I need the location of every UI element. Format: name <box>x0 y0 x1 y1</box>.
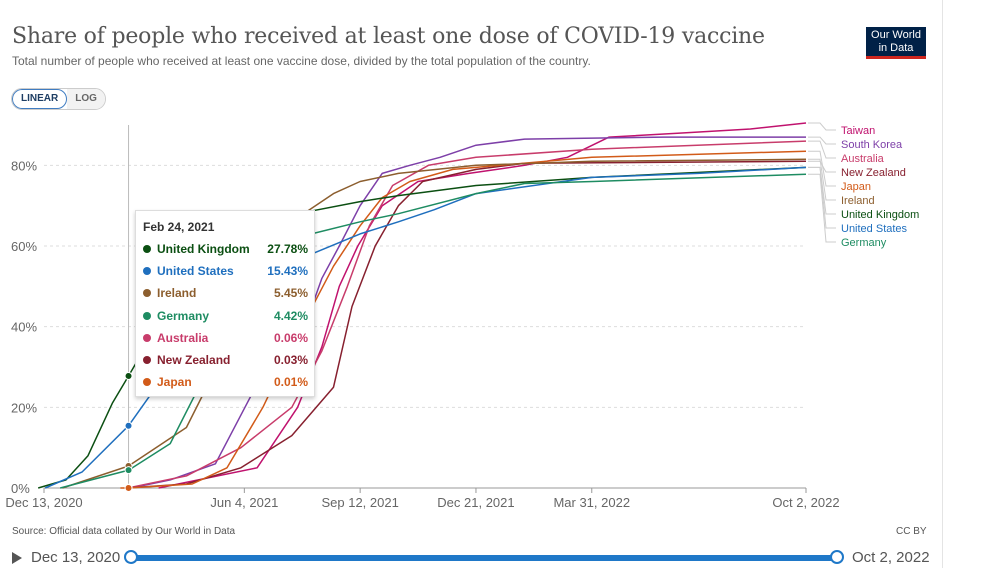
tooltip-row: New Zealand 0.03% <box>143 352 308 368</box>
tooltip-series-value: 0.06% <box>273 330 308 345</box>
chart-frame <box>942 0 943 568</box>
tooltip-row: Germany 4.42% <box>143 308 308 324</box>
tooltip-row: Ireland 5.45% <box>143 285 308 301</box>
x-tick-label: Sep 12, 2021 <box>321 495 398 510</box>
tooltip-dot-icon <box>143 333 151 342</box>
timeline-start-handle[interactable] <box>124 550 138 564</box>
timeline-track[interactable] <box>131 555 837 561</box>
line-chart: 0% 20% 40% 60% 80% Dec 13, 2020 Jun 4, 2021 Sep… <box>5 122 919 510</box>
tooltip-series-value: 5.45% <box>273 286 308 301</box>
y-tick-label: 20% <box>11 400 37 415</box>
tooltip-dot-icon <box>143 356 151 364</box>
tooltip-series-name: Australia <box>157 330 209 345</box>
hover-marker <box>124 466 133 475</box>
owid-logo[interactable]: Our World in Data <box>866 27 926 59</box>
hover-tooltip: Feb 24, 2021 United Kingdom 27.78% United … <box>135 210 315 397</box>
legend-connector <box>808 173 836 243</box>
tooltip-dot-icon <box>143 311 151 320</box>
tooltip-row: United Kingdom 27.78% <box>143 241 308 257</box>
tooltip-series-value: 4.42% <box>273 308 308 323</box>
legend-label: Australia <box>841 153 885 165</box>
x-tick-label: Dec 13, 2020 <box>5 495 82 510</box>
tooltip-dot-icon <box>143 289 151 298</box>
tooltip-series-name: Germany <box>157 308 210 323</box>
tooltip-dot-icon <box>143 267 151 276</box>
y-tick-label: 40% <box>11 320 37 335</box>
tooltip-dot-icon <box>143 245 151 253</box>
tooltip-dot-icon <box>143 378 151 387</box>
logo-line-1: Our World <box>871 29 921 41</box>
series-line-japan <box>120 150 807 489</box>
x-tick-label: Mar 31, 2022 <box>553 495 630 510</box>
x-tick-label: Oct 2, 2022 <box>772 495 839 510</box>
play-icon[interactable] <box>12 552 22 564</box>
tooltip-row: Australia 0.06% <box>143 330 308 346</box>
series-line-ireland <box>62 158 807 489</box>
legend-label: Taiwan <box>841 125 875 137</box>
legend-label: South Korea <box>841 139 903 151</box>
timeline-start-label: Dec 13, 2020 <box>31 549 121 566</box>
logo-line-2: in Data <box>878 42 914 54</box>
x-tick-label: Jun 4, 2021 <box>210 495 278 510</box>
chart-subtitle: Total number of people who received at l… <box>12 54 591 68</box>
tooltip-series-name: United Kingdom <box>157 242 250 256</box>
timeline-end-handle[interactable] <box>830 550 844 564</box>
hover-marker <box>124 483 133 492</box>
x-tick-label: Dec 21, 2021 <box>437 495 514 510</box>
legend-label: New Zealand <box>841 167 906 179</box>
tooltip-series-name: Japan <box>157 375 192 390</box>
chart-title: Share of people who received at least on… <box>12 24 765 49</box>
legend-connector <box>808 158 836 201</box>
y-tick-label: 80% <box>11 158 37 173</box>
log-scale-button[interactable]: LOG <box>67 89 105 109</box>
tooltip-series-name: United States <box>157 264 234 279</box>
source-note: Source: Official data collated by Our Wo… <box>12 526 236 537</box>
tooltip-series-value: 0.01% <box>273 375 308 390</box>
y-tick-label: 0% <box>11 481 30 496</box>
tooltip-series-value: 0.03% <box>273 353 308 367</box>
legend-connector <box>808 166 836 229</box>
series-line-australia <box>126 140 807 489</box>
tooltip-row: Japan 0.01% <box>143 374 308 390</box>
legend-label: Japan <box>841 181 871 193</box>
y-tick-label: 60% <box>11 239 37 254</box>
license-link[interactable]: CC BY <box>896 526 927 537</box>
timeline-end-label: Oct 2, 2022 <box>852 549 930 566</box>
legend-label: Germany <box>841 237 887 249</box>
series-line-south-korea <box>130 136 806 489</box>
hover-marker <box>124 421 133 430</box>
tooltip-series-value: 27.78% <box>267 242 308 256</box>
tooltip-series-name: Ireland <box>157 286 197 301</box>
hover-marker <box>124 371 133 380</box>
tooltip-row: United States 15.43% <box>143 263 308 279</box>
legend-connector <box>808 150 836 187</box>
legend-label: United Kingdom <box>841 209 919 221</box>
tooltip-date: Feb 24, 2021 <box>143 220 215 234</box>
legend-label: Ireland <box>841 195 875 207</box>
legend-connector <box>808 140 836 159</box>
legend-connector <box>808 122 836 131</box>
legend-label: United States <box>841 223 908 235</box>
scale-toggle: LINEAR LOG <box>11 88 106 110</box>
tooltip-series-name: New Zealand <box>157 353 231 367</box>
tooltip-series-value: 15.43% <box>267 264 308 279</box>
legend-connector <box>808 136 836 145</box>
linear-scale-button[interactable]: LINEAR <box>12 89 68 109</box>
